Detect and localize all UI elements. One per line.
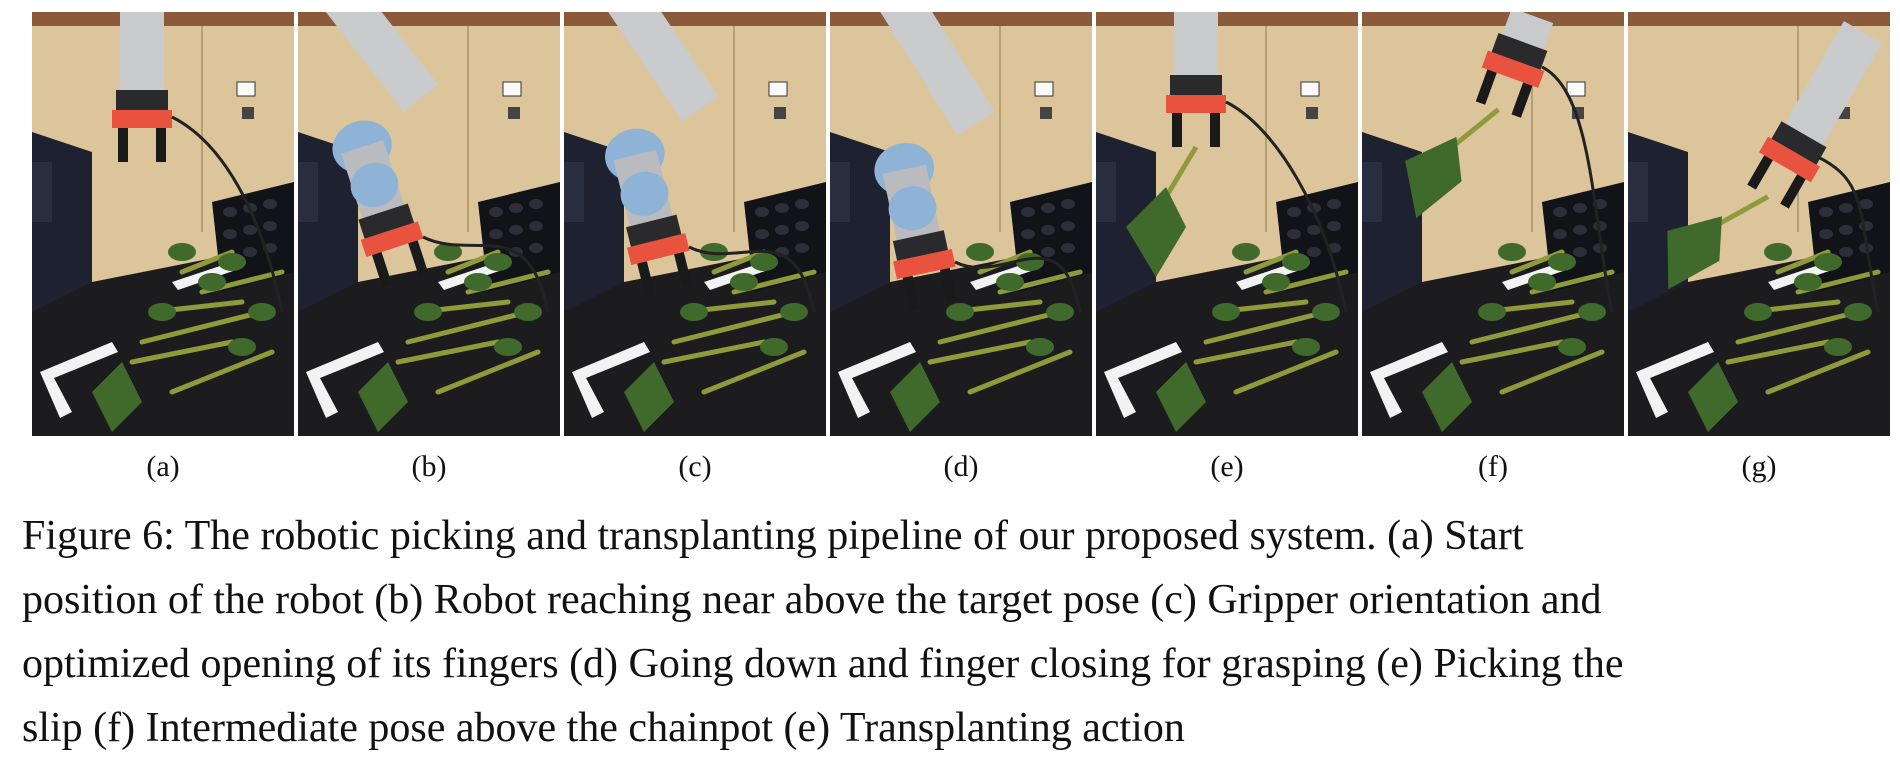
figure-caption: Figure 6: The robotic picking and transp… <box>22 504 1892 760</box>
photo-panel-a <box>32 12 294 436</box>
photo-panel-f <box>1362 12 1624 436</box>
caption-line-3: optimized opening of its fingers (d) Goi… <box>22 641 1624 687</box>
figure-panels <box>32 12 1900 440</box>
panel-label-g: (g) <box>1741 450 1777 483</box>
panel-label-e: (e) <box>1210 450 1244 483</box>
photo-panel-d <box>830 12 1092 436</box>
panel-label-a: (a) <box>146 450 180 483</box>
panel-label-b: (b) <box>411 450 447 483</box>
panel-label-c: (c) <box>678 450 712 483</box>
caption-line-4: slip (f) Intermediate pose above the cha… <box>22 705 1185 751</box>
photo-panel-b <box>298 12 560 436</box>
panel-label-f: (f) <box>1478 450 1508 483</box>
caption-line-1: Figure 6: The robotic picking and transp… <box>22 513 1524 559</box>
panel-label-d: (d) <box>943 450 979 483</box>
caption-line-2: position of the robot (b) Robot reaching… <box>22 577 1602 623</box>
photo-panel-g <box>1628 12 1890 436</box>
photo-panel-c <box>564 12 826 436</box>
photo-panel-e <box>1096 12 1358 436</box>
